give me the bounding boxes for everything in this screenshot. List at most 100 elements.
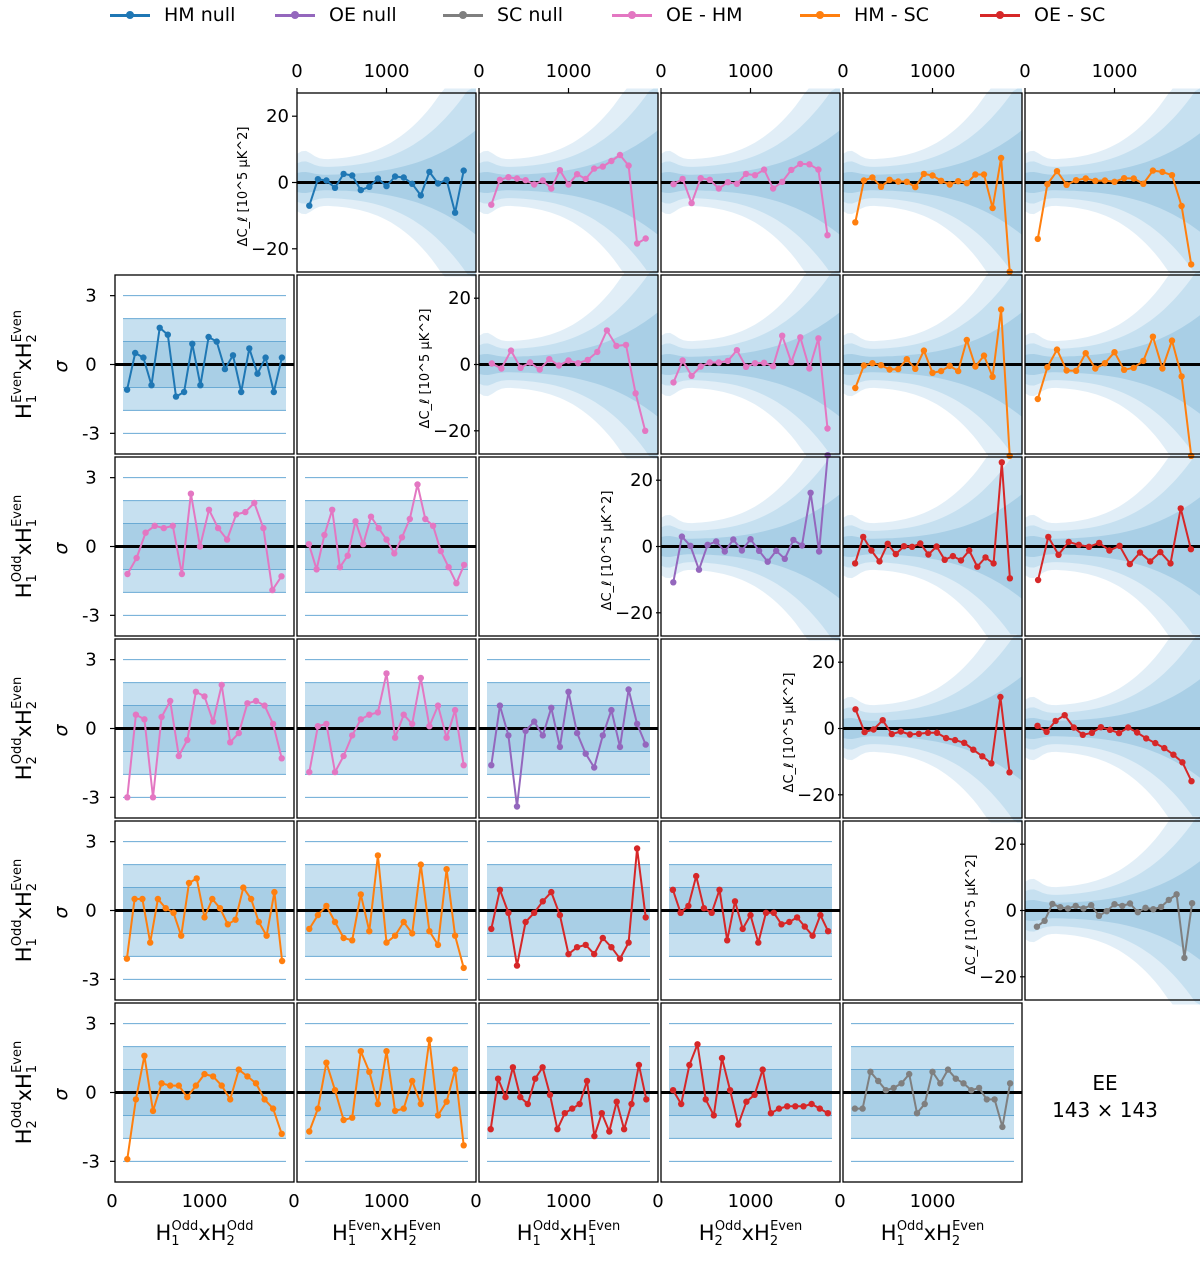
data-point xyxy=(1130,175,1137,182)
data-point xyxy=(963,336,970,344)
data-point xyxy=(688,199,695,207)
data-point xyxy=(687,542,694,549)
y-axis-label: ΔC_ℓ [10^5 μK^2] xyxy=(236,127,251,247)
data-point xyxy=(260,524,267,532)
data-point xyxy=(852,384,859,392)
data-point xyxy=(278,354,286,361)
data-point xyxy=(352,518,359,525)
data-point xyxy=(693,872,700,880)
data-point xyxy=(169,522,176,529)
legend-item-oe-null: OE null xyxy=(275,3,397,27)
dcl-series xyxy=(852,306,1013,459)
data-point xyxy=(340,1116,347,1124)
data-point xyxy=(218,681,225,689)
legend-item-oe-sc: OE - SC xyxy=(980,3,1105,27)
data-point xyxy=(1095,912,1103,919)
data-point xyxy=(1170,751,1177,758)
data-point xyxy=(975,1084,983,1092)
data-point xyxy=(262,354,269,361)
data-point xyxy=(517,364,524,371)
data-point xyxy=(323,177,330,184)
data-point xyxy=(443,1098,450,1105)
data-point xyxy=(374,709,382,716)
data-point xyxy=(565,181,572,188)
data-point xyxy=(824,425,831,432)
data-point xyxy=(507,347,515,354)
data-point xyxy=(608,944,615,951)
data-point xyxy=(426,723,433,730)
data-point xyxy=(608,157,615,165)
data-point xyxy=(209,718,217,725)
data-point xyxy=(1168,337,1176,344)
sigma-panel xyxy=(842,1002,1023,1183)
data-point xyxy=(968,1087,975,1094)
data-point xyxy=(1034,722,1041,729)
data-point xyxy=(949,552,957,560)
data-point xyxy=(383,939,390,946)
dcl-series xyxy=(852,154,1013,275)
x-tick-label: 0 xyxy=(837,61,848,82)
data-point xyxy=(781,555,788,562)
data-point xyxy=(892,550,899,558)
y-tick-label: -3 xyxy=(82,1151,100,1172)
data-point xyxy=(582,941,589,949)
data-point xyxy=(867,1068,874,1076)
y-tick-label: 3 xyxy=(85,468,96,489)
data-point xyxy=(1165,896,1173,904)
x-tick-label: 0 xyxy=(288,1191,299,1212)
data-point xyxy=(460,762,467,769)
data-point xyxy=(539,898,546,905)
data-point xyxy=(314,723,322,730)
data-point xyxy=(488,360,495,367)
data-point xyxy=(704,541,711,548)
sigma-series xyxy=(124,490,285,594)
data-point xyxy=(591,1132,598,1140)
data-point xyxy=(1055,551,1062,558)
data-point xyxy=(496,886,504,893)
data-point xyxy=(218,1082,225,1089)
data-point xyxy=(434,702,442,709)
y-axis-label: ΔC_ℓ [10^5 μK^2] xyxy=(964,855,979,975)
data-point xyxy=(852,706,859,713)
data-point xyxy=(306,1128,313,1135)
legend-label: OE - HM xyxy=(666,4,743,26)
data-point xyxy=(1120,366,1128,373)
data-point xyxy=(162,905,169,912)
data-point xyxy=(460,561,468,569)
data-point xyxy=(498,365,505,372)
data-point xyxy=(1082,175,1089,182)
data-point xyxy=(391,734,399,741)
data-point xyxy=(946,362,953,369)
data-point xyxy=(912,365,919,372)
data-point xyxy=(192,1082,200,1089)
data-point xyxy=(409,1077,416,1085)
data-point xyxy=(1179,759,1186,766)
data-point xyxy=(409,180,416,187)
data-point xyxy=(997,306,1005,313)
data-point xyxy=(816,1105,823,1112)
data-point xyxy=(790,536,797,544)
spectrum-annotation: EE 143 × 143 xyxy=(1030,1070,1180,1124)
data-point xyxy=(434,180,442,187)
data-point xyxy=(573,729,581,737)
data-point xyxy=(487,1126,494,1133)
data-point xyxy=(1178,373,1185,380)
data-point xyxy=(920,170,928,178)
data-point xyxy=(1064,905,1072,912)
data-point xyxy=(966,547,973,554)
data-point xyxy=(824,1110,832,1117)
x-tick-label: 1000 xyxy=(910,61,956,82)
data-point xyxy=(1045,533,1052,541)
data-point xyxy=(400,1105,407,1112)
data-point xyxy=(374,175,382,182)
y-tick-label: 0 xyxy=(85,1083,96,1104)
data-point xyxy=(227,1096,234,1103)
data-point xyxy=(178,570,186,578)
data-point xyxy=(123,955,131,962)
data-point xyxy=(806,365,813,372)
data-point xyxy=(321,531,328,539)
data-point xyxy=(1072,902,1079,910)
data-point xyxy=(633,720,641,728)
map-pair-label: H1OddxH2Odd xyxy=(155,1219,253,1249)
data-point xyxy=(980,352,988,359)
